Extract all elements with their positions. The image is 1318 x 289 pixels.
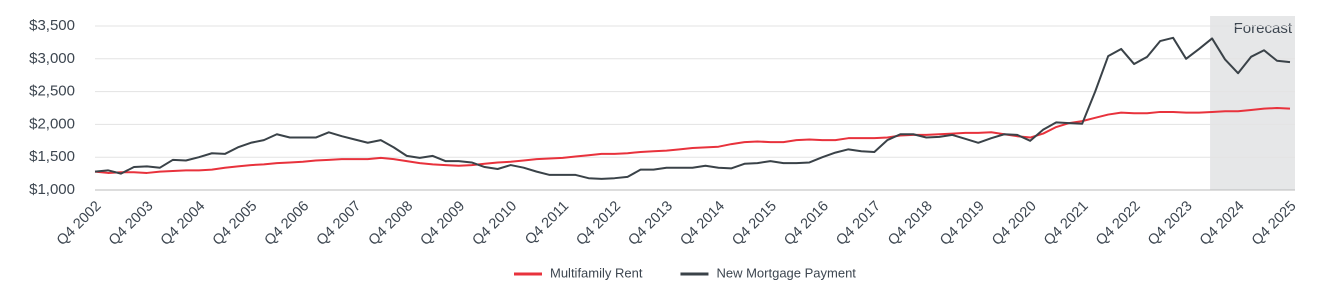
x-tick-label: Q4 2019 — [937, 198, 988, 249]
x-tick-label: Q4 2004 — [158, 198, 209, 249]
x-tick-label: Q4 2007 — [314, 198, 365, 249]
x-tick-label: Q4 2016 — [781, 198, 832, 249]
x-tick-label: Q4 2024 — [1197, 198, 1248, 249]
x-tick-label: Q4 2005 — [210, 198, 261, 249]
x-tick-label: Q4 2025 — [1249, 198, 1300, 249]
x-tick-label: Q4 2015 — [729, 198, 780, 249]
x-tick-label: Q4 2010 — [470, 198, 521, 249]
x-tick-label: Q4 2014 — [677, 198, 728, 249]
x-tick-label: Q4 2013 — [625, 198, 676, 249]
series-line — [94, 36, 1291, 180]
x-tick-label: Q4 2006 — [262, 198, 313, 249]
series-line — [94, 107, 1291, 174]
x-tick-label: Q4 2008 — [366, 198, 417, 249]
y-tick-label: $3,500 — [29, 17, 75, 34]
x-tick-label: Q4 2003 — [106, 198, 157, 249]
x-tick-label: Q4 2022 — [1093, 198, 1144, 249]
x-tick-label: Q4 2011 — [522, 198, 572, 248]
x-tick-label: Q4 2017 — [833, 198, 884, 249]
legend-item: Multifamily Rent — [514, 265, 643, 280]
x-tick-label: Q4 2021 — [1041, 198, 1092, 249]
x-tick-label: Q4 2023 — [1145, 198, 1196, 249]
x-tick-label: Q4 2009 — [418, 198, 469, 249]
legend-label: Multifamily Rent — [550, 265, 643, 280]
forecast-shade — [1210, 16, 1295, 190]
x-tick-label: Q4 2012 — [573, 198, 624, 249]
x-tick-label: Q4 2002 — [54, 198, 105, 249]
y-tick-label: $1,000 — [29, 181, 75, 198]
y-tick-label: $2,000 — [29, 115, 75, 132]
y-tick-label: $1,500 — [29, 148, 75, 165]
y-tick-label: $2,500 — [29, 83, 75, 100]
legend-label: New Mortgage Payment — [716, 265, 856, 280]
x-tick-label: Q4 2020 — [989, 198, 1040, 249]
forecast-label: Forecast — [1234, 20, 1293, 37]
y-tick-label: $3,000 — [29, 50, 75, 67]
legend-item: New Mortgage Payment — [680, 265, 856, 280]
x-tick-label: Q4 2018 — [885, 198, 936, 249]
